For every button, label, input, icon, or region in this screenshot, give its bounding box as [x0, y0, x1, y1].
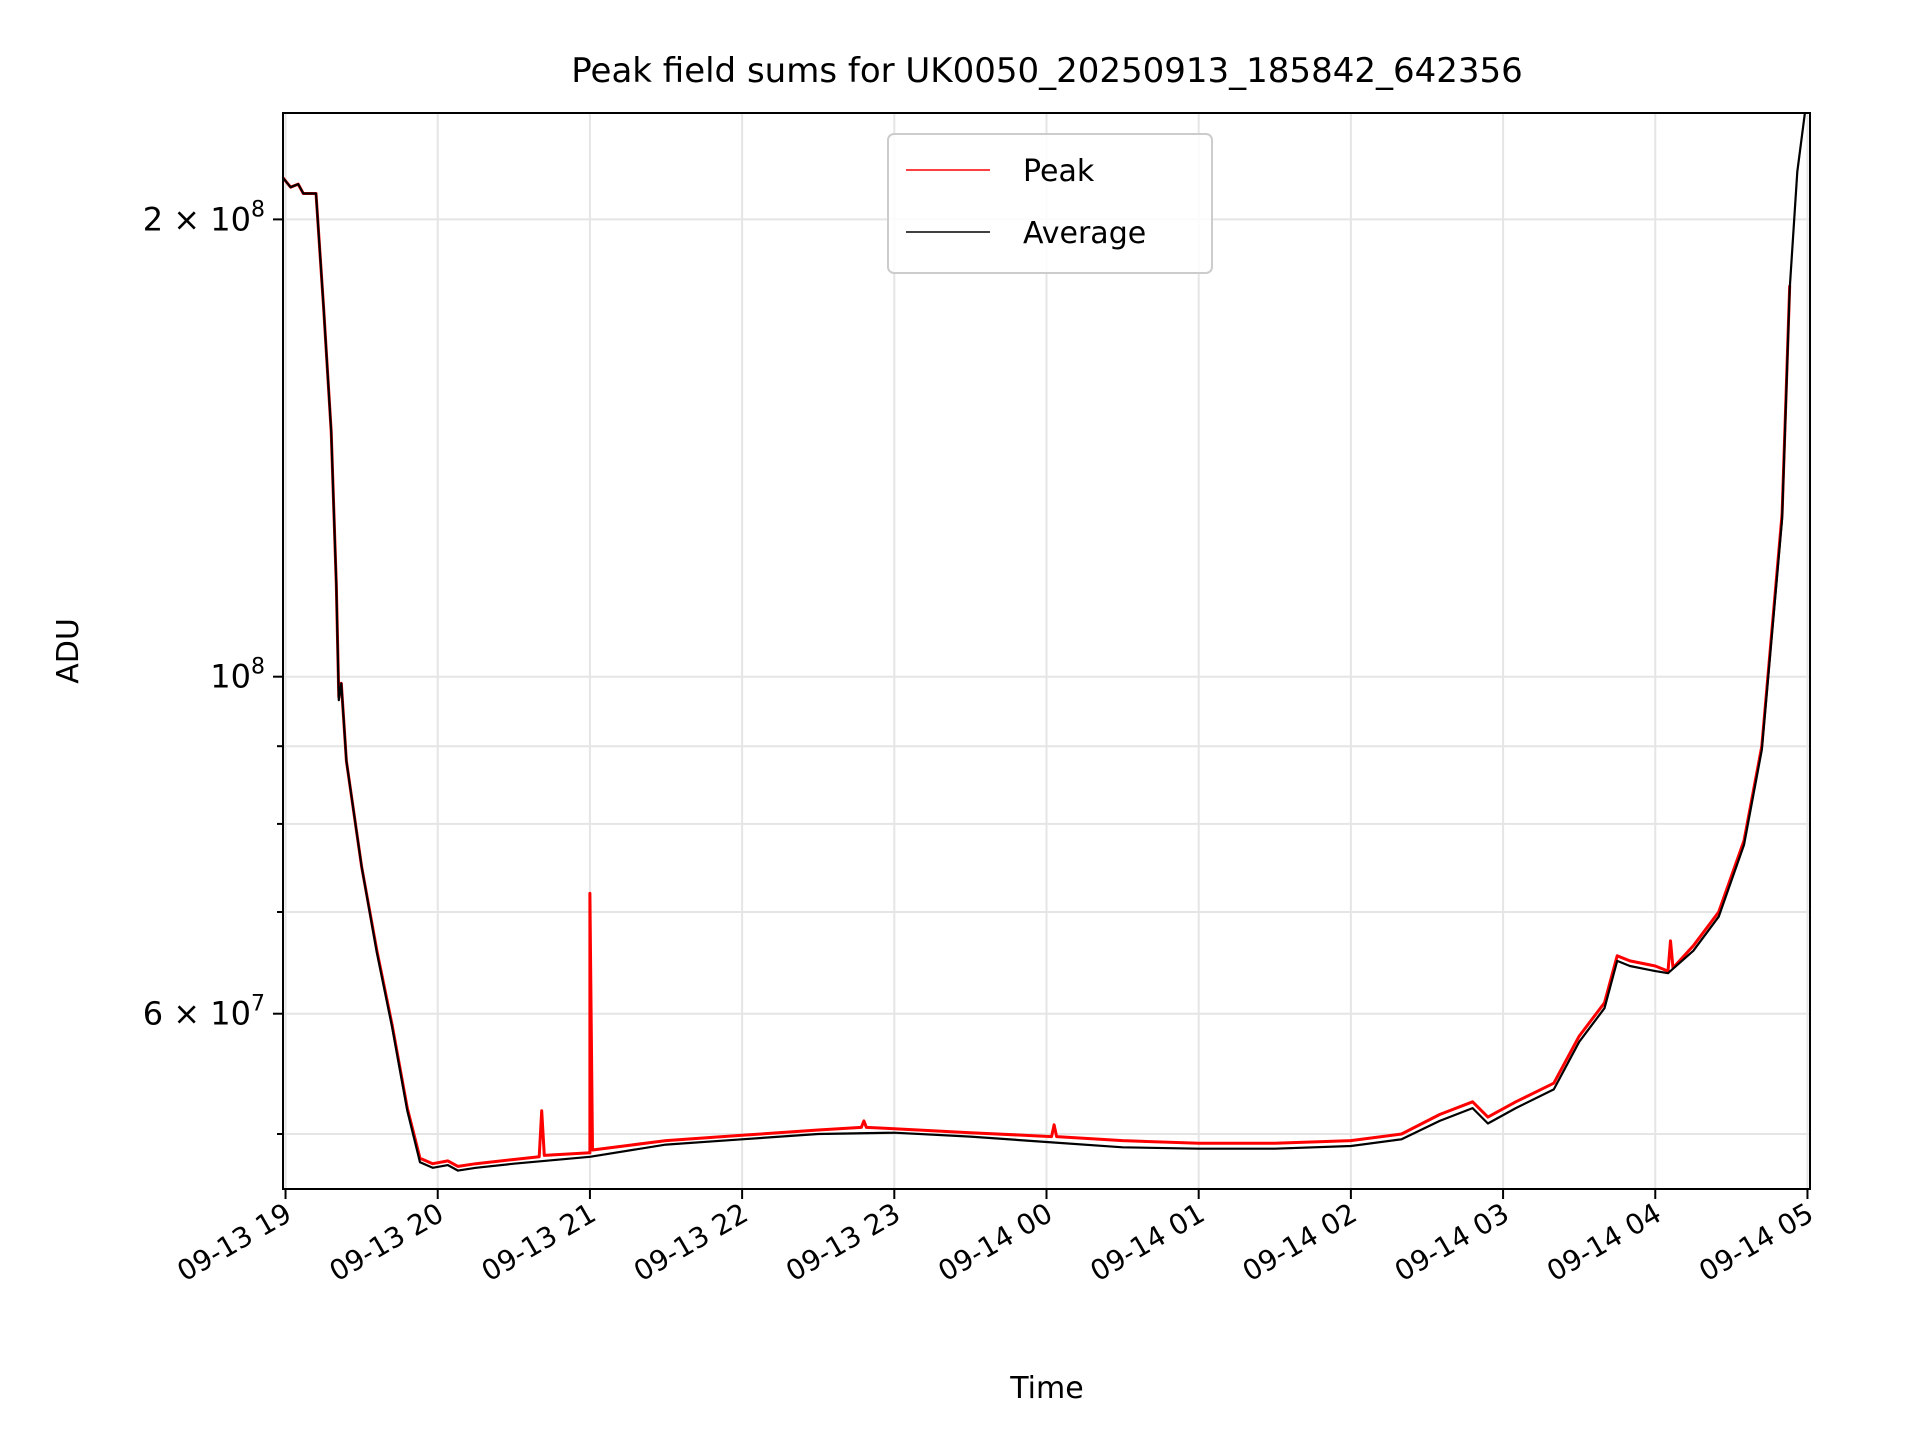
series-layer [283, 113, 1806, 1172]
legend-box [887, 133, 1213, 274]
grid [283, 113, 1810, 1189]
y-axis: 6 × 107 108 2 × 108 [143, 197, 283, 1135]
y-tick-label: 108 [210, 655, 265, 696]
legend-label-peak: Peak [1023, 154, 1095, 189]
chart-title: Peak field sums for UK0050_20250913_1858… [571, 51, 1523, 91]
series-line-average [283, 113, 1806, 1172]
y-axis-label: ADU [51, 618, 86, 684]
y-tick-label: 6 × 107 [143, 992, 265, 1033]
y-tick-label: 2 × 108 [143, 197, 265, 238]
x-axis-label: Time [1009, 1371, 1083, 1406]
legend: Peak Average [887, 133, 1213, 274]
legend-label-average: Average [1023, 216, 1146, 251]
